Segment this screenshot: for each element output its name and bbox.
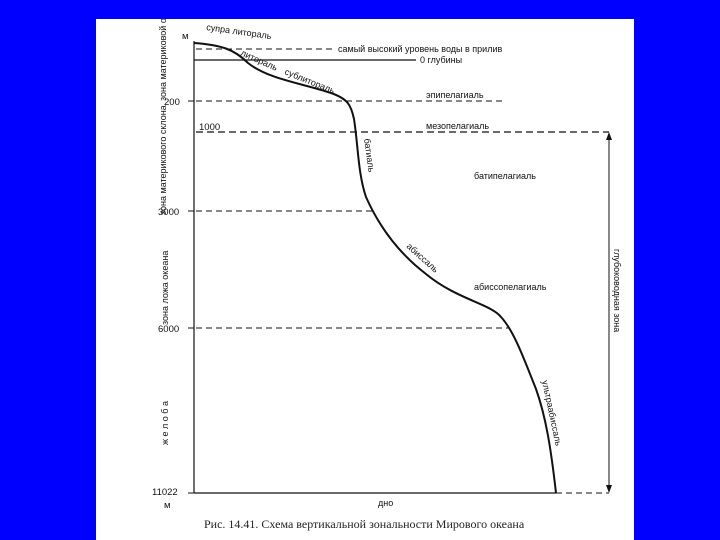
side-trench-label: ж е л о б а xyxy=(160,401,170,445)
vertical-zonation-diagram: м 200 1000 3000 6000 11022 м самый высок… xyxy=(152,19,622,531)
figure-caption: Рис. 14.41. Схема вертикальной зональнос… xyxy=(204,517,525,531)
mesopelagial-label: мезопелагиаль xyxy=(426,121,489,131)
depth-200-label: 200 xyxy=(164,97,180,108)
depth-3000-label: 3000 xyxy=(158,207,179,218)
curve-abyssal-label: абиссаль xyxy=(405,241,441,275)
curve-bathyal-label: батиаль xyxy=(362,138,377,173)
side-ocean-bed-label: зона ложа океана xyxy=(160,251,170,325)
deep-zone-arrow-head-bottom xyxy=(606,485,612,493)
depth-1000-label: 1000 xyxy=(199,122,220,133)
unit-top: м xyxy=(182,31,189,42)
epipelagial-label: эпипелагиаль xyxy=(426,90,484,100)
zero-depth-label: 0 глубины xyxy=(420,55,462,65)
bottom-label: дно xyxy=(378,498,393,508)
bathypelagial-label: батипелагиаль xyxy=(474,171,536,181)
diagram-sheet: м 200 1000 3000 6000 11022 м самый высок… xyxy=(96,19,634,540)
side-slope-label: зона материкового склона xyxy=(158,105,168,215)
high-water-label: самый высокий уровень воды в прилив xyxy=(338,44,502,54)
side-shelf-label: зона материковой отмели xyxy=(158,19,168,101)
deep-zone-arrow-head-top xyxy=(606,132,612,140)
depth-11022-label: 11022 xyxy=(152,487,178,498)
curve-supralittoral-label: супра литораль xyxy=(206,22,273,41)
unit-bottom: м xyxy=(164,500,171,511)
abyssopelagial-label: абиссопелагиаль xyxy=(474,282,547,292)
deep-water-zone-label: глубоководная зона xyxy=(612,249,622,332)
depth-6000-label: 6000 xyxy=(158,324,179,335)
seabed-profile-curve xyxy=(193,42,557,494)
